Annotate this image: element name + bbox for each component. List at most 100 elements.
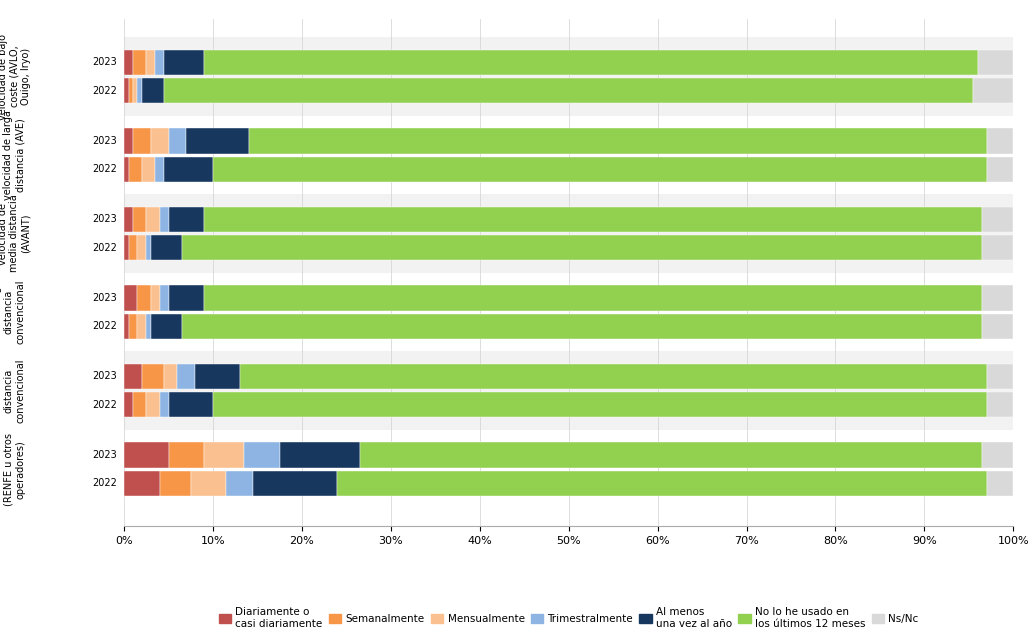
Bar — [204, 50, 978, 75]
Bar — [279, 442, 360, 467]
Bar — [978, 50, 1013, 75]
Bar — [147, 50, 155, 75]
Bar — [124, 128, 133, 153]
Bar — [169, 286, 204, 311]
Text: 2022: 2022 — [92, 85, 117, 96]
Bar — [986, 471, 1013, 496]
Bar — [138, 286, 151, 311]
Bar — [142, 157, 155, 182]
Bar — [986, 128, 1013, 153]
Bar — [138, 235, 147, 260]
Bar — [982, 286, 1013, 311]
Text: 2023: 2023 — [92, 293, 117, 303]
Bar — [142, 364, 164, 389]
Bar — [253, 471, 337, 496]
Bar — [164, 50, 204, 75]
Bar — [124, 235, 128, 260]
Bar — [124, 157, 128, 182]
Bar — [986, 364, 1013, 389]
Bar — [124, 37, 1013, 116]
Bar — [124, 273, 1013, 351]
Bar — [155, 157, 164, 182]
Bar — [133, 50, 147, 75]
Bar — [151, 128, 169, 153]
Bar — [124, 430, 1013, 508]
Bar — [986, 157, 1013, 182]
Bar — [147, 392, 159, 417]
Bar — [178, 364, 195, 389]
Bar — [164, 364, 178, 389]
Bar — [133, 78, 138, 103]
Text: 2023: 2023 — [92, 136, 117, 146]
Bar — [124, 471, 159, 496]
Text: Tren de larga
distancia
convencional: Tren de larga distancia convencional — [0, 280, 25, 344]
Text: 2022: 2022 — [92, 321, 117, 331]
Bar — [244, 442, 279, 467]
Bar — [986, 392, 1013, 417]
Bar — [124, 116, 1013, 195]
Bar — [204, 286, 982, 311]
Bar — [138, 314, 147, 339]
Bar — [982, 442, 1013, 467]
Text: Tren de media
distancia
convencional: Tren de media distancia convencional — [0, 356, 25, 425]
Bar — [133, 392, 147, 417]
Bar — [133, 207, 147, 232]
Bar — [204, 207, 982, 232]
Text: 2023: 2023 — [92, 214, 117, 225]
Text: Tren de alta
velocidad de larga
distancia (AVE): Tren de alta velocidad de larga distanci… — [0, 110, 25, 200]
Bar — [982, 235, 1013, 260]
Bar — [124, 314, 128, 339]
Bar — [240, 364, 986, 389]
Bar — [159, 392, 169, 417]
Bar — [128, 235, 138, 260]
Bar — [164, 157, 213, 182]
Bar — [138, 78, 142, 103]
Bar — [360, 442, 982, 467]
Bar — [226, 471, 253, 496]
Bar — [182, 314, 982, 339]
Text: 2022: 2022 — [92, 164, 117, 174]
Bar — [248, 128, 986, 153]
Bar — [982, 314, 1013, 339]
Bar — [169, 207, 204, 232]
Bar — [169, 392, 213, 417]
Bar — [155, 50, 164, 75]
Bar — [124, 442, 169, 467]
Bar — [151, 314, 182, 339]
Bar — [124, 207, 133, 232]
Bar — [124, 364, 142, 389]
Bar — [973, 78, 1013, 103]
Bar — [147, 314, 151, 339]
Bar — [159, 207, 169, 232]
Bar — [204, 442, 244, 467]
Bar — [195, 364, 240, 389]
Text: 2023: 2023 — [92, 450, 117, 460]
Bar — [147, 207, 159, 232]
Bar — [169, 442, 204, 467]
Bar — [124, 351, 1013, 430]
Bar — [128, 314, 138, 339]
Bar — [124, 78, 128, 103]
Legend: Diariamente o
casi diariamente, Semanalmente, Mensualmente, Trimestralmente, Al : Diariamente o casi diariamente, Semanalm… — [214, 603, 923, 633]
Bar — [159, 471, 190, 496]
Bar — [151, 286, 159, 311]
Bar — [169, 128, 186, 153]
Bar — [213, 392, 986, 417]
Text: Tren de alta
velocidad de
media distancia
(AVANT): Tren de alta velocidad de media distanci… — [0, 195, 31, 272]
Bar — [142, 78, 164, 103]
Bar — [190, 471, 226, 496]
Bar — [124, 392, 133, 417]
Bar — [124, 286, 138, 311]
Bar — [182, 235, 982, 260]
Bar — [159, 286, 169, 311]
Bar — [128, 157, 142, 182]
Text: 2022: 2022 — [92, 400, 117, 410]
Text: Tren de alta
velocidad de bajo
coste (AVLO,
Ouigo, Iryo): Tren de alta velocidad de bajo coste (AV… — [0, 33, 31, 119]
Bar — [124, 50, 133, 75]
Bar — [147, 235, 151, 260]
Bar — [213, 157, 986, 182]
Text: 2022: 2022 — [92, 243, 117, 253]
Bar — [982, 207, 1013, 232]
Text: 2023: 2023 — [92, 57, 117, 67]
Bar — [124, 195, 1013, 273]
